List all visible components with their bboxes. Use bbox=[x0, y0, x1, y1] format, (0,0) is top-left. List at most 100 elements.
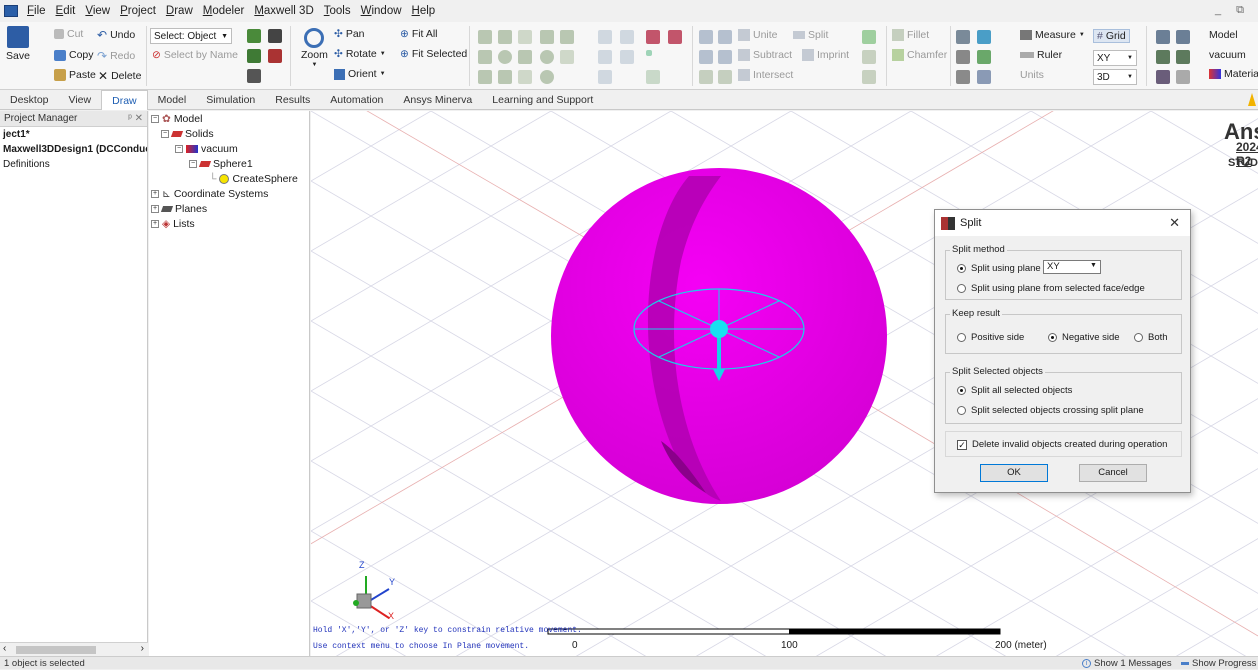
circle-icon[interactable] bbox=[540, 50, 554, 64]
dot-icon[interactable] bbox=[646, 50, 652, 56]
cone-icon[interactable] bbox=[498, 30, 512, 44]
window-controls[interactable]: _ ⧉ bbox=[1214, 4, 1250, 16]
measure-button[interactable]: Measure ▼ bbox=[1020, 29, 1085, 41]
tab-view[interactable]: View bbox=[68, 93, 92, 106]
cut-button[interactable]: Cut bbox=[54, 28, 83, 40]
orient-button[interactable]: Orient ▼ bbox=[334, 68, 386, 80]
scroll-left-icon[interactable]: ‹ bbox=[3, 643, 7, 654]
plane-dropdown[interactable]: XY ▼ bbox=[1093, 50, 1137, 66]
vector-icon[interactable] bbox=[956, 70, 970, 84]
prism-icon[interactable] bbox=[478, 70, 492, 84]
scroll-right-icon[interactable]: › bbox=[140, 643, 144, 654]
point-icon[interactable] bbox=[646, 30, 660, 44]
show-progress-button[interactable]: Show Progress bbox=[1181, 657, 1256, 670]
select-object-icon[interactable] bbox=[268, 49, 282, 63]
sheet-icon[interactable] bbox=[862, 30, 876, 44]
redo-button[interactable]: ↷ Redo bbox=[97, 49, 136, 63]
polyline-icon[interactable] bbox=[620, 50, 634, 64]
move-icon[interactable] bbox=[699, 30, 713, 44]
select-multi-icon[interactable] bbox=[247, 69, 261, 83]
menu-maxwell3d[interactable]: Maxwell 3D bbox=[254, 5, 314, 17]
object-attribute-icon[interactable] bbox=[956, 30, 970, 44]
imprint-button[interactable]: Imprint bbox=[802, 49, 849, 61]
split-plane-gizmo[interactable] bbox=[633, 288, 805, 381]
show-messages-button[interactable]: i Show 1 Messages bbox=[1082, 657, 1172, 670]
view-mode-dropdown[interactable]: 3D ▼ bbox=[1093, 69, 1137, 85]
chamfer-button[interactable]: Chamfer bbox=[892, 49, 947, 61]
snap-icon[interactable] bbox=[1156, 30, 1170, 44]
collapse-icon[interactable]: − bbox=[189, 160, 197, 168]
select-edges-icon[interactable] bbox=[268, 29, 282, 43]
bond-icon[interactable] bbox=[977, 50, 991, 64]
thicken-icon[interactable] bbox=[718, 70, 732, 84]
fit-all-button[interactable]: ⊕ Fit All bbox=[400, 28, 438, 40]
fillet-button[interactable]: Fillet bbox=[892, 29, 929, 41]
duplicate-icon[interactable] bbox=[718, 30, 732, 44]
delete-button[interactable]: ✕ Delete bbox=[98, 69, 142, 83]
section-icon[interactable] bbox=[862, 50, 876, 64]
cylinder-icon[interactable] bbox=[478, 50, 492, 64]
grid-toggle[interactable]: # Grid bbox=[1093, 29, 1130, 43]
movement-mode-icon[interactable] bbox=[1176, 50, 1190, 64]
both-radio[interactable]: Both bbox=[1134, 332, 1168, 343]
menu-modeler[interactable]: Modeler bbox=[202, 5, 245, 17]
tab-ansys-minerva[interactable]: Ansys Minerva bbox=[403, 93, 473, 106]
plane-icon[interactable] bbox=[646, 70, 660, 84]
save-button[interactable]: Save bbox=[6, 26, 30, 62]
project-item[interactable]: ject1* bbox=[3, 129, 30, 140]
collapse-icon[interactable]: − bbox=[151, 115, 159, 123]
helix-icon[interactable] bbox=[518, 30, 532, 44]
menu-edit[interactable]: Edit bbox=[55, 5, 76, 17]
horizontal-scrollbar[interactable]: ‹ › bbox=[0, 642, 148, 656]
drop-icon[interactable] bbox=[956, 50, 970, 64]
pyramid-icon[interactable] bbox=[498, 70, 512, 84]
delete-invalid-checkbox[interactable]: ✓ Delete invalid objects created during o… bbox=[957, 439, 1168, 450]
menu-project[interactable]: Project bbox=[120, 5, 156, 17]
split-crossing-radio[interactable]: Split selected objects crossing split pl… bbox=[957, 405, 1144, 416]
select-by-name-button[interactable]: ⊘ Select by Name bbox=[152, 49, 238, 61]
tab-draw[interactable]: Draw bbox=[101, 89, 148, 110]
collapse-icon[interactable]: − bbox=[161, 130, 169, 138]
polygon-icon[interactable] bbox=[518, 70, 532, 84]
select-faces-icon[interactable] bbox=[247, 29, 261, 43]
movement-icon[interactable] bbox=[1156, 50, 1170, 64]
tree-node-vacuum[interactable]: − vacuum bbox=[175, 143, 238, 155]
rotate-button[interactable]: ✣ Rotate ▼ bbox=[334, 48, 386, 60]
scroll-thumb[interactable] bbox=[16, 646, 96, 654]
spline-icon[interactable] bbox=[560, 50, 574, 64]
arc-icon[interactable] bbox=[620, 30, 634, 44]
tree-node-create-sphere[interactable]: └ CreateSphere bbox=[209, 173, 298, 185]
fit-selected-button[interactable]: ⊕ Fit Selected bbox=[400, 48, 468, 60]
tree-node-lists[interactable]: + ◈ Lists bbox=[151, 218, 195, 230]
menu-help[interactable]: Help bbox=[411, 5, 436, 17]
separate-icon[interactable] bbox=[862, 70, 876, 84]
menu-tools[interactable]: Tools bbox=[323, 5, 351, 17]
close-icon[interactable]: ✕ bbox=[1169, 215, 1180, 230]
cancel-button[interactable]: Cancel bbox=[1079, 464, 1147, 482]
sweep-icon[interactable] bbox=[699, 70, 713, 84]
tab-simulation[interactable]: Simulation bbox=[206, 93, 256, 106]
copy-button[interactable]: Copy bbox=[54, 49, 94, 61]
sphere-icon[interactable] bbox=[498, 50, 512, 64]
unite-button[interactable]: Unite bbox=[738, 29, 778, 41]
bond-wire-icon[interactable] bbox=[598, 70, 612, 84]
pan-button[interactable]: ✣ Pan bbox=[334, 28, 365, 40]
menu-file[interactable]: File bbox=[27, 5, 46, 17]
box-icon[interactable] bbox=[478, 30, 492, 44]
negative-side-radio[interactable]: Negative side bbox=[1048, 332, 1120, 343]
tab-model[interactable]: Model bbox=[157, 93, 187, 106]
split-all-radio[interactable]: Split all selected objects bbox=[957, 385, 1072, 396]
dialog-title-bar[interactable]: Split bbox=[935, 210, 1190, 236]
assign-icon[interactable] bbox=[977, 30, 991, 44]
undo-button[interactable]: ↶ Undo bbox=[97, 28, 136, 42]
split-using-plane-radio[interactable]: Split using plane bbox=[957, 263, 1041, 274]
materials-button[interactable]: Material bbox=[1209, 68, 1258, 80]
select-vertex-icon[interactable] bbox=[247, 49, 261, 63]
coordinate-mode-icon[interactable] bbox=[1156, 70, 1170, 84]
expand-icon[interactable]: + bbox=[151, 220, 159, 228]
menu-view[interactable]: View bbox=[85, 5, 111, 17]
tree-node-coordinate-systems[interactable]: + ⊾ Coordinate Systems bbox=[151, 188, 269, 200]
mirror-icon[interactable] bbox=[699, 50, 713, 64]
line-icon[interactable] bbox=[598, 30, 612, 44]
snap-grid-icon[interactable] bbox=[1176, 30, 1190, 44]
